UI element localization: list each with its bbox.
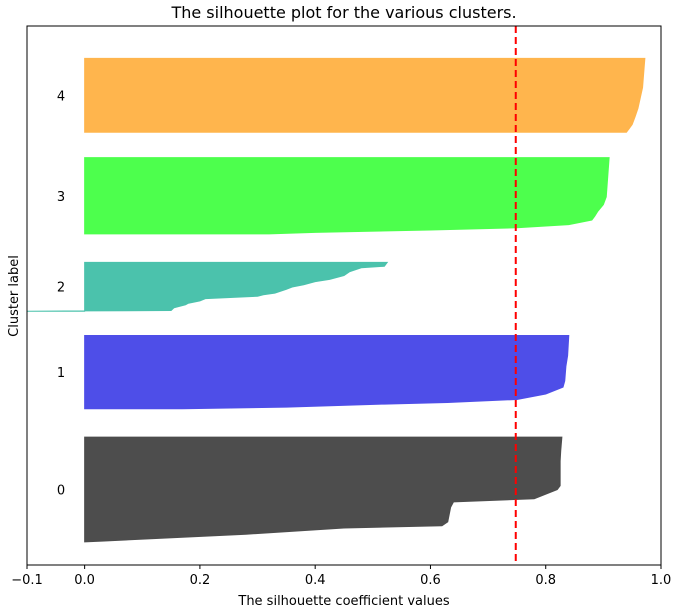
x-axis-label: The silhouette coefficient values (237, 594, 449, 609)
cluster-4-label: 4 (57, 89, 65, 104)
x-tick-label: 0.4 (305, 573, 326, 588)
cluster-3-silhouette (85, 158, 609, 234)
cluster-1-silhouette (85, 336, 569, 409)
x-tick-label: 0.2 (190, 573, 211, 588)
chart-title: The silhouette plot for the various clus… (170, 3, 516, 22)
y-axis-label: Cluster label (7, 255, 22, 337)
cluster-2-label: 2 (57, 281, 65, 296)
x-tick-label: 0.6 (420, 573, 441, 588)
x-tick-label: 0.0 (74, 573, 95, 588)
cluster-3-label: 3 (57, 190, 65, 205)
x-tick-label: 0.8 (535, 573, 556, 588)
x-tick-label: 1.0 (651, 573, 672, 588)
cluster-4-silhouette (85, 58, 645, 132)
cluster-1-label: 1 (57, 366, 65, 381)
x-tick-label: −0.1 (11, 573, 43, 588)
cluster-0-label: 0 (57, 484, 65, 499)
